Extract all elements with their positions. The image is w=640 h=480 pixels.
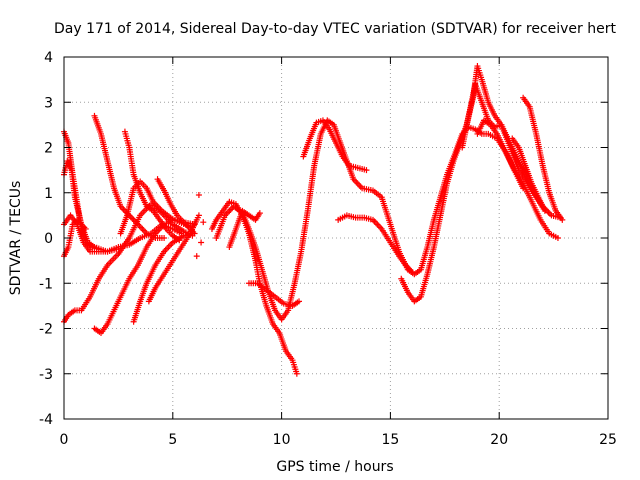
x-tick-label: 20 bbox=[490, 432, 508, 448]
series-trace-8 bbox=[121, 128, 183, 244]
chart-title: Day 171 of 2014, Sidereal Day-to-day VTE… bbox=[54, 21, 616, 37]
axis-ticks bbox=[63, 56, 609, 420]
series-trace-18 bbox=[335, 212, 416, 275]
data-point bbox=[293, 370, 300, 377]
data-points bbox=[61, 63, 566, 377]
data-point bbox=[554, 235, 561, 241]
data-point bbox=[161, 235, 168, 241]
y-axis-label: SDTVAR / TECUs bbox=[8, 181, 24, 296]
data-point bbox=[539, 203, 546, 210]
x-tick-label: 0 bbox=[60, 432, 69, 448]
series-trace-16 bbox=[245, 280, 303, 309]
series-trace-12 bbox=[154, 176, 198, 237]
y-tick-label: 4 bbox=[44, 50, 53, 66]
series-trace-23 bbox=[474, 117, 527, 192]
series-trace-7 bbox=[91, 112, 168, 241]
data-point bbox=[296, 298, 303, 305]
y-tick-label: 3 bbox=[44, 95, 53, 111]
data-point bbox=[409, 268, 416, 275]
x-tick-label: 5 bbox=[168, 432, 177, 448]
x-axis-label: GPS time / hours bbox=[276, 459, 393, 475]
data-point bbox=[200, 219, 207, 226]
grid bbox=[64, 57, 608, 419]
y-tick-label: -3 bbox=[39, 367, 53, 383]
series-trace-22 bbox=[520, 94, 566, 223]
y-tick-label: 0 bbox=[44, 231, 53, 247]
data-point bbox=[195, 192, 202, 199]
y-tick-label: -4 bbox=[39, 412, 53, 428]
y-tick-label: 1 bbox=[44, 186, 53, 202]
data-point bbox=[363, 167, 370, 174]
data-point bbox=[520, 185, 527, 192]
series-trace-14 bbox=[213, 117, 561, 323]
y-tick-label: 2 bbox=[44, 141, 53, 157]
series-trace-15 bbox=[226, 207, 263, 251]
data-point bbox=[541, 207, 548, 214]
data-point bbox=[256, 210, 263, 217]
y-tick-label: -1 bbox=[39, 276, 53, 292]
y-tick-label: -2 bbox=[39, 322, 53, 338]
series-trace-11 bbox=[145, 212, 202, 305]
data-point bbox=[195, 212, 202, 219]
x-tick-label: 10 bbox=[273, 432, 291, 448]
data-point bbox=[198, 239, 205, 246]
x-tick-label: 25 bbox=[599, 432, 617, 448]
data-point bbox=[191, 230, 198, 237]
series-trace-4 bbox=[61, 216, 89, 260]
tick-labels: 0 5 10 15 20 25 -4 -3 -2 -1 0 1 2 3 4 bbox=[39, 50, 617, 448]
data-point bbox=[82, 225, 89, 232]
data-point bbox=[193, 253, 200, 260]
x-tick-label: 15 bbox=[381, 432, 399, 448]
series-trace-21 bbox=[509, 135, 546, 210]
series-trace-17 bbox=[300, 117, 370, 174]
data-point bbox=[559, 216, 566, 223]
